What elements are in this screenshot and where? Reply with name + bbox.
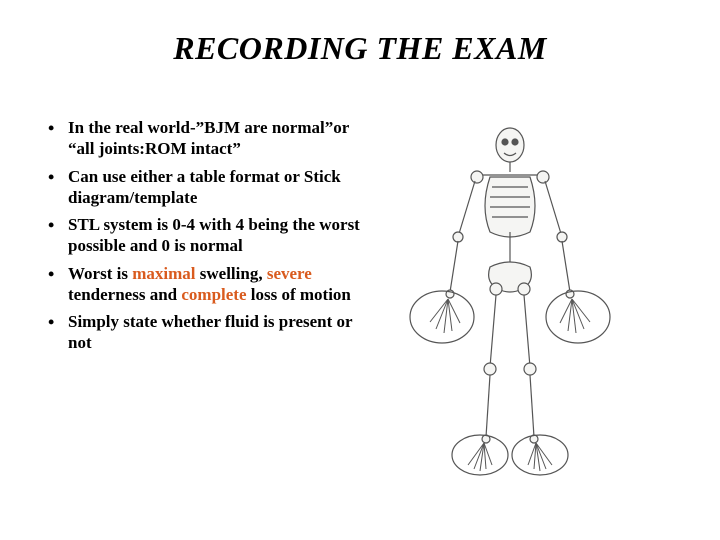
- slide: RECORDING THE EXAM In the real world-”BJ…: [0, 0, 720, 540]
- skeleton-icon: [380, 117, 640, 477]
- skeleton-diagram: [380, 117, 640, 477]
- bullet-text: Worst is: [68, 264, 132, 283]
- bullet-text: tenderness and: [68, 285, 181, 304]
- content-row: In the real world-”BJM are normal”or “al…: [40, 117, 680, 477]
- bullet-list: In the real world-”BJM are normal”or “al…: [40, 117, 360, 477]
- highlight-text: complete: [181, 285, 246, 304]
- list-item: Can use either a table format or Stick d…: [40, 166, 360, 209]
- list-item: In the real world-”BJM are normal”or “al…: [40, 117, 360, 160]
- list-item: STL system is 0-4 with 4 being the worst…: [40, 214, 360, 257]
- bullet-text: swelling,: [196, 264, 267, 283]
- bullet-text: In the real world-”BJM are normal”or “al…: [68, 118, 349, 158]
- list-item: Simply state whether fluid is present or…: [40, 311, 360, 354]
- highlight-text: maximal: [132, 264, 195, 283]
- bullet-text: Simply state whether fluid is present or…: [68, 312, 352, 352]
- highlight-text: severe: [267, 264, 312, 283]
- bullet-text: loss of motion: [247, 285, 351, 304]
- list-item: Worst is maximal swelling, severe tender…: [40, 263, 360, 306]
- page-title: RECORDING THE EXAM: [40, 30, 680, 67]
- bullet-text: Can use either a table format or Stick d…: [68, 167, 341, 207]
- bullet-text: STL system is 0-4 with 4 being the worst…: [68, 215, 360, 255]
